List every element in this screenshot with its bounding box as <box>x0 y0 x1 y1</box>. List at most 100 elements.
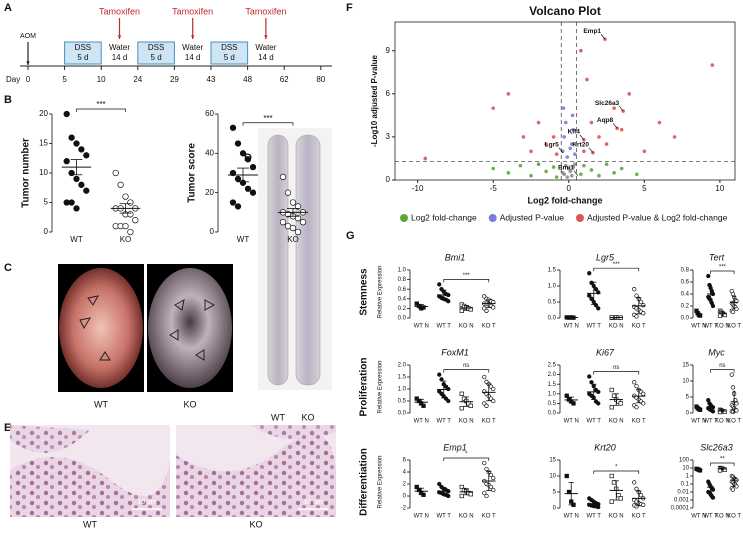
point <box>78 181 85 188</box>
point <box>560 149 565 154</box>
x-tick-label: KO T <box>727 419 741 425</box>
point <box>632 480 637 485</box>
point <box>604 162 609 166</box>
y-tick-label: 15 <box>682 363 689 369</box>
point <box>421 305 426 310</box>
point <box>234 175 242 183</box>
caption: KO <box>249 519 262 529</box>
chart-title: Volcano Plot <box>529 4 601 18</box>
y-tick-label: 1.0 <box>398 268 407 274</box>
significance-bracket <box>710 270 735 274</box>
point <box>638 299 644 305</box>
point <box>491 398 496 404</box>
legend-swatch <box>488 214 497 222</box>
y-tick-label: 0.4 <box>398 296 407 302</box>
x-tick-label: WT N <box>691 514 706 520</box>
plot-frame <box>394 21 736 181</box>
chart-title: Ki67 <box>596 347 615 357</box>
annotation-line <box>579 134 585 141</box>
y-tick-label: 15 <box>549 458 556 464</box>
point <box>730 309 736 315</box>
chart-title: Slc26a3 <box>700 442 733 452</box>
y-tick-label: 6 <box>386 89 391 98</box>
x-tick-label: KO T <box>632 514 646 520</box>
point <box>722 312 727 318</box>
y-tick-label: 60 <box>205 109 214 118</box>
x-tick-label: WT <box>237 235 250 244</box>
point <box>568 169 573 174</box>
duration: 5 d <box>224 53 235 62</box>
y-axis-label: Tumor score <box>187 143 198 203</box>
x-tick-label: KO N <box>609 514 624 520</box>
y-tick-label: 5 <box>686 395 690 401</box>
point <box>536 120 541 125</box>
x-tick-label: WT T <box>437 514 452 520</box>
y-axis-label: Relative Expression <box>378 265 384 318</box>
point <box>78 146 85 153</box>
point <box>536 162 541 166</box>
point <box>579 48 583 53</box>
point <box>414 301 419 306</box>
x-tick-label: WT T <box>587 419 602 425</box>
significance: ** <box>720 457 725 463</box>
day-label: 29 <box>170 75 179 84</box>
point <box>570 173 574 178</box>
dss-box <box>137 41 175 65</box>
point <box>596 306 601 311</box>
point <box>439 377 444 382</box>
point <box>229 199 237 206</box>
endoscopy-images <box>58 264 233 392</box>
point <box>563 163 568 168</box>
y-tick-label: 0.6 <box>398 287 407 293</box>
panel-label: G <box>346 230 355 242</box>
point <box>73 140 80 147</box>
legend-label: Log2 fold-change <box>411 212 477 222</box>
point <box>529 149 533 154</box>
y-axis-label: Relative Expression <box>378 360 384 413</box>
significance-bracket <box>593 371 640 375</box>
point <box>627 92 632 96</box>
point <box>573 162 577 166</box>
y-tick-label: 0.01 <box>677 490 689 496</box>
y-tick-label: 1.0 <box>548 391 557 397</box>
point <box>710 495 716 500</box>
point <box>730 487 736 492</box>
point <box>589 120 594 125</box>
point <box>459 391 464 396</box>
x-tick-label: KO N <box>715 419 730 425</box>
arrow-head <box>264 35 268 39</box>
chart-title: Bmi1 <box>445 252 466 262</box>
arrow-head <box>190 35 195 39</box>
point <box>482 374 487 380</box>
point <box>249 189 257 196</box>
point <box>710 303 716 309</box>
y-tick-label: 0.0 <box>548 411 557 417</box>
x-tick-label: KO <box>287 235 299 244</box>
day-label: 62 <box>280 75 289 84</box>
panel-label: F <box>346 2 353 14</box>
significance: * <box>465 452 468 458</box>
point <box>706 273 711 279</box>
row-label: Stemness <box>359 268 370 316</box>
point <box>521 135 526 139</box>
x-tick-label: KO N <box>459 324 474 330</box>
annotation: Slc26a3 <box>595 100 620 107</box>
point <box>294 228 302 236</box>
point <box>582 149 586 154</box>
x-tick-label: WT T <box>703 514 718 520</box>
y-tick-label: 2.0 <box>548 372 557 378</box>
caption: WT <box>94 399 108 409</box>
point <box>562 172 567 177</box>
point <box>634 383 639 389</box>
point <box>634 293 639 298</box>
annotation-line <box>618 105 624 112</box>
x-tick-label: 0 <box>567 184 572 193</box>
y-tick-label: 2 <box>403 482 407 488</box>
legend-swatch <box>400 214 408 222</box>
annotation: Aqp8 <box>597 117 614 124</box>
arrow-head <box>117 35 122 39</box>
y-tick-label: 0 <box>210 227 215 236</box>
significance: ns <box>613 365 619 371</box>
y-tick-label: 3 <box>386 132 391 141</box>
x-tick-label: WT N <box>414 324 429 330</box>
